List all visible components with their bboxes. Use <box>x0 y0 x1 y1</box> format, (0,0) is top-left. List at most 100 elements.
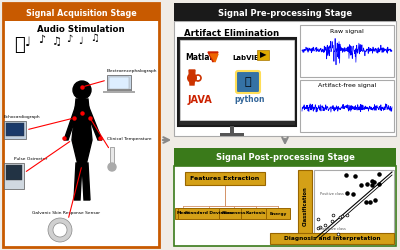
Point <box>367 200 374 203</box>
Text: ♩: ♩ <box>25 36 31 49</box>
Bar <box>6 165 22 180</box>
Bar <box>6 123 24 136</box>
Point <box>339 214 346 218</box>
Point <box>364 182 371 186</box>
Bar <box>103 91 135 93</box>
Point <box>376 172 382 176</box>
Point <box>337 215 344 219</box>
Point <box>330 213 336 217</box>
Text: Signal Post-processing Stage: Signal Post-processing Stage <box>216 152 354 162</box>
Point <box>344 191 350 195</box>
FancyArrowPatch shape <box>282 137 288 143</box>
FancyBboxPatch shape <box>236 71 260 93</box>
Text: 𝄞: 𝄞 <box>14 36 25 54</box>
Circle shape <box>48 218 72 242</box>
Bar <box>107 75 131 91</box>
Text: ♩: ♩ <box>78 36 83 46</box>
Point <box>350 192 356 196</box>
Text: LabVIEW: LabVIEW <box>233 55 267 61</box>
Text: ♪: ♪ <box>66 34 72 44</box>
Bar <box>270 233 394 244</box>
Circle shape <box>187 73 197 83</box>
FancyArrowPatch shape <box>163 137 169 143</box>
Text: 🐍: 🐍 <box>245 77 251 87</box>
Bar <box>110 147 114 165</box>
Bar <box>4 163 24 189</box>
Bar <box>300 25 394 77</box>
Circle shape <box>73 81 91 99</box>
Point <box>329 219 336 223</box>
Bar <box>4 121 26 139</box>
Point <box>363 200 370 204</box>
Text: Classification: Classification <box>302 186 308 226</box>
Text: Matlab: Matlab <box>185 54 215 62</box>
Bar <box>220 133 244 136</box>
Polygon shape <box>72 99 92 165</box>
Text: Raw signal: Raw signal <box>330 28 364 34</box>
Text: Electroencephalograph: Electroencephalograph <box>107 69 158 73</box>
Polygon shape <box>210 54 218 62</box>
Point <box>376 182 382 186</box>
Text: Standard Deviation: Standard Deviation <box>185 212 233 216</box>
Polygon shape <box>74 163 82 200</box>
Bar <box>298 170 312 242</box>
Polygon shape <box>84 105 102 140</box>
Text: Clinical Temperature: Clinical Temperature <box>107 137 152 141</box>
Bar <box>174 166 396 246</box>
Text: Mean: Mean <box>176 212 190 216</box>
Bar <box>107 89 131 91</box>
Bar <box>174 208 192 219</box>
Bar <box>174 148 396 166</box>
Point <box>358 183 364 187</box>
Bar <box>178 208 240 219</box>
Point <box>369 183 376 187</box>
Text: ♫: ♫ <box>52 37 62 47</box>
Bar <box>314 170 394 242</box>
Bar <box>178 38 296 126</box>
Point <box>315 226 322 230</box>
Polygon shape <box>189 70 195 85</box>
Text: JAVA: JAVA <box>188 95 212 105</box>
Point <box>369 178 375 182</box>
Circle shape <box>108 163 116 171</box>
Text: ▶: ▶ <box>260 50 266 59</box>
Text: Signal Pre-processing Stage: Signal Pre-processing Stage <box>218 8 352 18</box>
Point <box>371 180 377 184</box>
Bar <box>3 3 159 247</box>
Point <box>343 173 350 177</box>
Text: Kurtosis: Kurtosis <box>246 212 266 216</box>
Circle shape <box>53 223 67 237</box>
Bar <box>300 80 394 132</box>
Text: ♪: ♪ <box>38 35 45 45</box>
Bar <box>174 21 396 136</box>
Point <box>352 174 359 178</box>
Text: Skewness: Skewness <box>222 212 246 216</box>
Point <box>315 216 321 220</box>
Bar <box>3 3 159 21</box>
Text: ♫: ♫ <box>90 33 99 43</box>
Text: Artifact-free signal: Artifact-free signal <box>318 84 376 88</box>
Text: Audio Stimulation: Audio Stimulation <box>37 26 125 35</box>
Bar <box>185 172 265 185</box>
Bar <box>230 126 234 134</box>
Bar <box>241 208 271 219</box>
Text: Signal Acquisition Stage: Signal Acquisition Stage <box>26 8 136 18</box>
Bar <box>180 40 294 120</box>
Polygon shape <box>208 52 218 62</box>
Text: Energy: Energy <box>269 212 287 216</box>
Text: python: python <box>235 96 265 104</box>
Polygon shape <box>64 105 80 140</box>
Bar <box>174 3 396 21</box>
Text: Artifact Elimination: Artifact Elimination <box>184 28 280 38</box>
Text: Diagnosis and interpretation: Diagnosis and interpretation <box>284 236 380 241</box>
Bar <box>266 208 290 219</box>
Text: Negative class: Negative class <box>320 227 346 231</box>
Bar <box>257 50 269 60</box>
Point <box>344 213 350 217</box>
Point <box>334 232 341 236</box>
Point <box>372 198 378 202</box>
Bar <box>219 208 249 219</box>
Text: Galvanic Skin Response Sensor: Galvanic Skin Response Sensor <box>32 211 100 215</box>
Polygon shape <box>82 163 90 200</box>
Bar <box>109 77 129 89</box>
